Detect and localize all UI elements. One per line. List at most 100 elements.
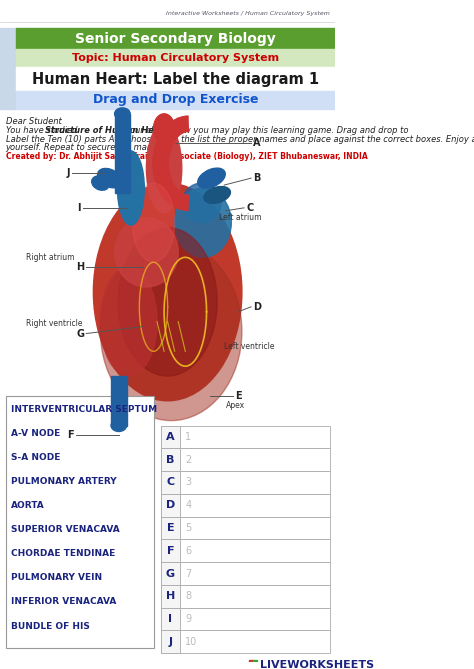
Text: Created by: Dr. Abhijit Saha, Training Associate (Biology), ZIET Bhubaneswar, IN: Created by: Dr. Abhijit Saha, Training A… [6,153,367,161]
Text: Human Heart: Label the diagram 1: Human Heart: Label the diagram 1 [32,72,319,87]
Ellipse shape [98,169,122,188]
Bar [161,425,180,448]
Text: E: E [167,523,174,533]
Text: Apex: Apex [227,401,246,409]
Bar [161,516,329,539]
Ellipse shape [115,217,178,287]
Text: H: H [166,591,175,601]
Text: H: H [76,262,84,272]
Text: BUNDLE OF HIS: BUNDLE OF HIS [11,622,90,630]
Bar [161,562,180,585]
Ellipse shape [198,168,225,188]
Ellipse shape [182,183,221,223]
Bar [115,114,130,193]
Text: A: A [166,432,175,442]
Text: Dear Student: Dear Student [6,117,62,126]
Text: C: C [246,203,254,213]
Ellipse shape [100,267,157,376]
Text: B: B [166,455,174,465]
Text: D: D [166,500,175,510]
Text: AORTA: AORTA [11,501,45,510]
Bar [161,562,329,585]
Bar [161,448,180,471]
Ellipse shape [111,419,127,432]
Text: PULMONARY VEIN: PULMONARY VEIN [11,573,102,583]
Text: E: E [236,391,242,401]
Text: 6: 6 [185,546,191,556]
Bar [16,50,335,68]
Ellipse shape [204,187,230,203]
Bar [161,630,180,653]
Text: LIVEWORKSHEETS: LIVEWORKSHEETS [260,660,374,669]
Text: 8: 8 [185,591,191,601]
Text: A: A [253,138,261,149]
Text: CHORDAE TENDINAE: CHORDAE TENDINAE [11,549,116,559]
Bar [111,376,127,425]
Text: J: J [66,168,70,178]
Bar [161,494,180,516]
Ellipse shape [132,183,175,262]
Bar [161,607,329,630]
Bar [161,471,180,494]
Bar [161,471,329,494]
Text: 4: 4 [185,500,191,510]
Bar [161,585,329,607]
Ellipse shape [118,227,217,376]
Bar [161,516,180,539]
Bar [0,27,16,109]
Text: 10: 10 [185,637,198,647]
Text: F: F [167,546,174,556]
Bar [161,448,329,471]
Text: G: G [76,328,84,339]
Text: Senior Secondary Biology: Senior Secondary Biology [75,31,276,45]
Bar [16,91,335,109]
Text: in your class. Now you may play this learning game. Drag and drop to: in your class. Now you may play this lea… [112,126,409,134]
Ellipse shape [91,176,109,190]
Bar [16,68,335,91]
Ellipse shape [93,183,242,401]
Text: 2: 2 [185,455,191,465]
Bar [161,539,180,562]
Text: B: B [253,173,261,183]
Text: Structure of Human Heart: Structure of Human Heart [45,126,167,134]
Text: Drag and Drop Exercise: Drag and Drop Exercise [93,94,258,106]
Text: Interactive Worksheets / Human Circulatory System: Interactive Worksheets / Human Circulato… [166,11,329,16]
Text: S-A NODE: S-A NODE [11,454,61,462]
Text: G: G [166,569,175,579]
Text: Topic: Human Circulatory System: Topic: Human Circulatory System [72,54,279,64]
Text: Label the Ten (10) parts A-J. Choose from the list the proper names and place ag: Label the Ten (10) parts A-J. Choose fro… [6,134,474,144]
Bar [161,539,329,562]
Text: D: D [253,302,261,312]
Text: PULMONARY ARTERY: PULMONARY ARTERY [11,477,117,486]
Text: J: J [168,637,173,647]
Text: I: I [168,614,173,624]
Ellipse shape [100,242,242,421]
Bar [161,607,180,630]
Text: INFERIOR VENACAVA: INFERIOR VENACAVA [11,597,117,607]
Bar [161,425,329,448]
Text: C: C [166,478,174,488]
Ellipse shape [115,108,130,120]
Ellipse shape [154,114,175,143]
Text: SUPERIOR VENACAVA: SUPERIOR VENACAVA [11,525,120,535]
Bar [253,666,257,669]
Bar [253,660,257,665]
Text: 7: 7 [185,569,191,579]
Bar [161,494,329,516]
Text: Left atrium: Left atrium [219,213,262,221]
Bar [161,630,329,653]
Bar [161,585,180,607]
Text: 9: 9 [185,614,191,624]
Text: yourself. Repeat to secure full marks.: yourself. Repeat to secure full marks. [6,143,163,153]
Bar [249,666,253,669]
Ellipse shape [146,124,182,213]
Text: 1: 1 [185,432,191,442]
Text: Left ventricle: Left ventricle [224,342,275,351]
Text: Right ventricle: Right ventricle [26,319,82,328]
Text: F: F [67,430,73,440]
Ellipse shape [175,188,231,258]
Text: 5: 5 [185,523,191,533]
Text: 3: 3 [185,478,191,488]
Text: I: I [77,203,81,213]
Ellipse shape [118,151,144,225]
